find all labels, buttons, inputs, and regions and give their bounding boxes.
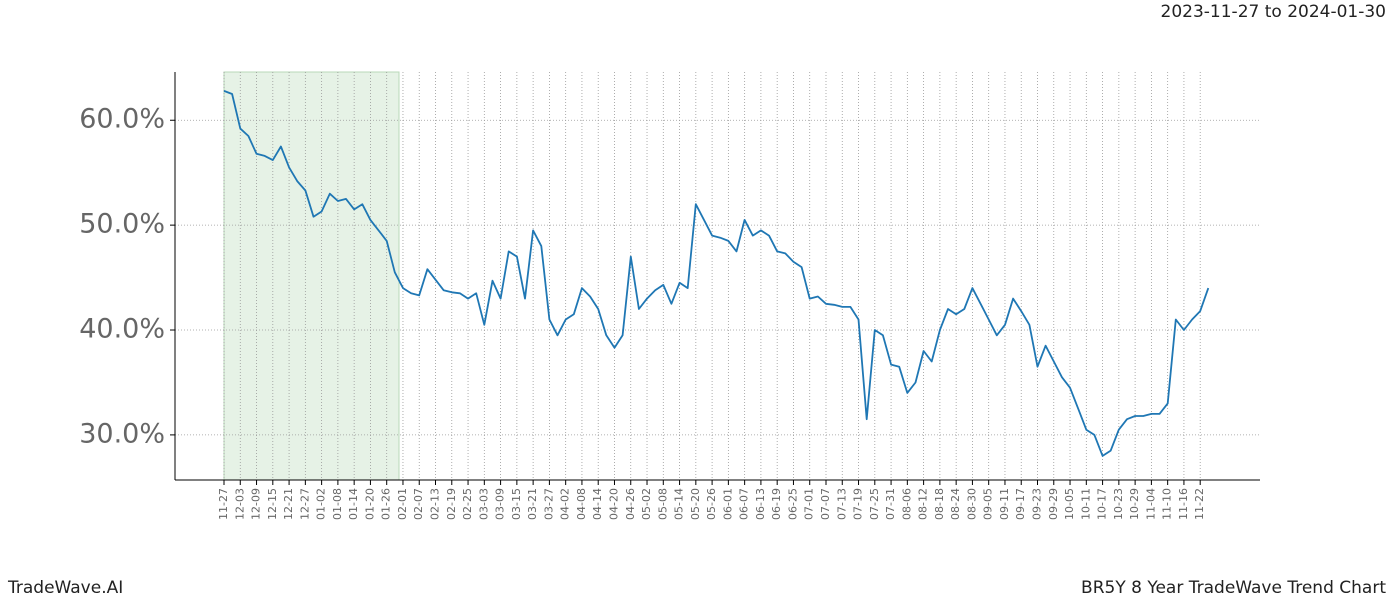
x-tick-label: 04-02	[559, 488, 572, 520]
x-tick-label: 11-04	[1144, 488, 1157, 520]
x-tick-label: 09-23	[1031, 488, 1044, 520]
x-tick-label: 06-01	[721, 488, 734, 520]
x-tick-label: 08-24	[949, 488, 962, 520]
x-tick-label: 12-03	[233, 488, 246, 520]
x-tick-label: 12-09	[250, 488, 263, 520]
x-tick-label: 10-23	[1112, 488, 1125, 520]
plot	[223, 90, 1210, 457]
x-tick-label: 10-29	[1128, 488, 1141, 520]
x-tick-label: 11-27	[217, 488, 230, 520]
x-tick-label: 05-02	[640, 488, 653, 520]
x-tick-label: 06-25	[786, 488, 799, 520]
x-tick-label: 08-18	[933, 488, 946, 520]
brand: TradeWave.AI	[7, 578, 123, 598]
x-tick-label: 06-07	[738, 488, 751, 520]
x-tick-label: 05-26	[705, 488, 718, 520]
x-tick-label: 01-02	[315, 488, 328, 520]
x-tick-label: 10-11	[1079, 488, 1092, 520]
x-tick-label: 12-15	[266, 488, 279, 520]
x-tick-label: 09-05	[982, 488, 995, 520]
x-tick-label: 04-26	[624, 488, 637, 520]
x-tick-label: 10-17	[1096, 488, 1109, 520]
x-tick-label: 02-25	[461, 488, 474, 520]
y-tick-label: 60.0%	[79, 104, 165, 135]
x-tick-label: 02-13	[429, 488, 442, 520]
x-tick-label: 07-01	[803, 488, 816, 520]
y-tick-label: 30.0%	[79, 418, 165, 449]
x-tick-label: 09-17	[1014, 488, 1027, 520]
x-tick-label: 11-10	[1161, 488, 1174, 520]
x-tick-label: 10-05	[1063, 488, 1076, 520]
x-tick-label: 04-14	[591, 488, 604, 520]
y-tick-label: 40.0%	[79, 314, 165, 345]
line	[223, 90, 1210, 457]
x-tick-label: 11-22	[1193, 488, 1206, 520]
x-tick-label: 03-15	[510, 488, 523, 520]
x-tick-label: 07-31	[884, 488, 897, 520]
x-tick-label: 12-27	[298, 488, 311, 520]
chart-subtitle: BR5Y 8 Year TradeWave Trend Chart	[1081, 578, 1386, 598]
x-tick-label: 05-14	[673, 488, 686, 520]
x-tick-label: 08-30	[965, 488, 978, 520]
x-tick-label: 11-16	[1177, 488, 1190, 520]
x-tick-label: 09-11	[998, 488, 1011, 520]
x-tick-label: 07-13	[835, 488, 848, 520]
x-tick-label: 07-19	[852, 488, 865, 520]
x-tick-label: 04-20	[607, 488, 620, 520]
x-tick-label: 07-25	[868, 488, 881, 520]
y-tick-label: 50.0%	[79, 209, 165, 240]
x-tick-label: 05-08	[656, 488, 669, 520]
x-tick-label: 05-20	[689, 488, 702, 520]
x-tick-label: 09-29	[1047, 488, 1060, 520]
x-tick-label: 01-14	[347, 488, 360, 520]
chart-title: 2023-11-27 to 2024-01-30	[1161, 2, 1386, 22]
x-tick-label: 01-20	[363, 488, 376, 520]
x-tick-label: 02-07	[412, 488, 425, 520]
grid	[175, 72, 1260, 480]
x-tick-label: 02-01	[396, 488, 409, 520]
x-tick-label: 08-06	[900, 488, 913, 520]
x-tick-label: 06-13	[754, 488, 767, 520]
x-tick-label: 04-08	[575, 488, 588, 520]
x-tick-label: 08-12	[917, 488, 930, 520]
highlight-region	[223, 71, 400, 481]
x-tick-label: 07-07	[819, 488, 832, 520]
x-tick-label: 03-09	[494, 488, 507, 520]
x-tick-label: 03-03	[477, 488, 490, 520]
x-tick-label: 03-27	[542, 488, 555, 520]
x-tick-label: 02-19	[445, 488, 458, 520]
x-tick-label: 12-21	[282, 488, 295, 520]
x-tick-label: 06-19	[770, 488, 783, 520]
x-tick-label: 01-08	[331, 488, 344, 520]
x-tick-label: 03-21	[526, 488, 539, 520]
x-tick-label: 01-26	[380, 488, 393, 520]
